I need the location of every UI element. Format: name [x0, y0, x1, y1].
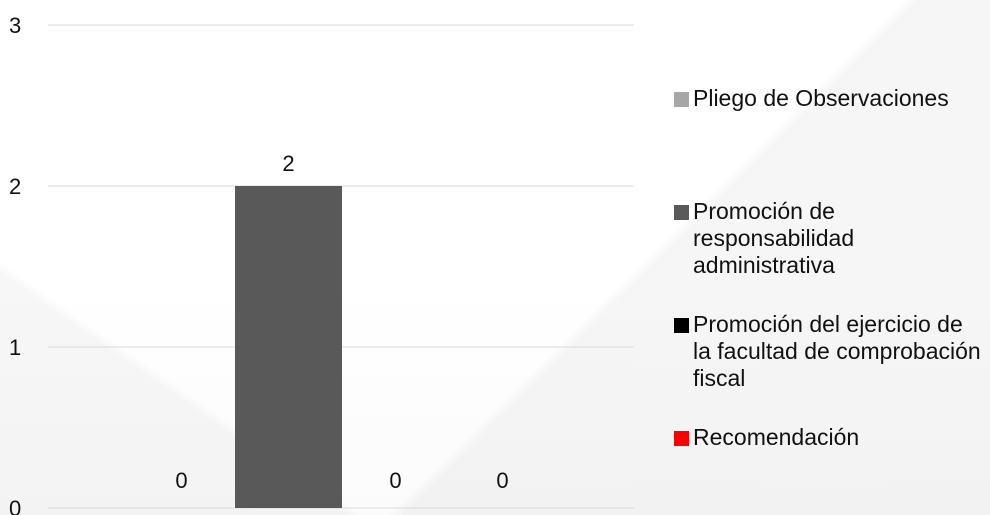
- legend-label: Recomendación: [693, 424, 860, 450]
- legend-swatch: [674, 205, 689, 220]
- legend-label: Promoción de responsabilidad administrat…: [693, 198, 855, 278]
- legend-item-pliego: Pliego de Observaciones: [674, 85, 990, 112]
- y-tick-label: 1: [9, 335, 21, 360]
- data-label: 0: [175, 468, 187, 493]
- legend-item-promocion-ejercicio: Promoción del ejercicio de la facultad d…: [674, 311, 983, 392]
- legend-label: Pliego de Observaciones: [693, 85, 949, 111]
- legend-item-promocion-responsabilidad: Promoción de responsabilidad administrat…: [674, 198, 898, 279]
- y-tick-label: 0: [9, 496, 21, 515]
- legend-label: Promoción del ejercicio de la facultad d…: [693, 311, 981, 391]
- y-tick-label: 3: [9, 13, 21, 38]
- bar-chart: 0 2 0 0 0 1 2 3: [9, 13, 634, 515]
- data-label: 0: [496, 468, 508, 493]
- legend-item-recomendacion: Recomendación: [674, 424, 983, 451]
- legend-swatch: [674, 318, 689, 333]
- bar: [235, 186, 342, 508]
- legend-swatch: [674, 431, 689, 446]
- data-label: 0: [389, 468, 401, 493]
- data-label: 2: [282, 151, 294, 176]
- y-tick-label: 2: [9, 174, 21, 199]
- legend-swatch: [674, 92, 689, 107]
